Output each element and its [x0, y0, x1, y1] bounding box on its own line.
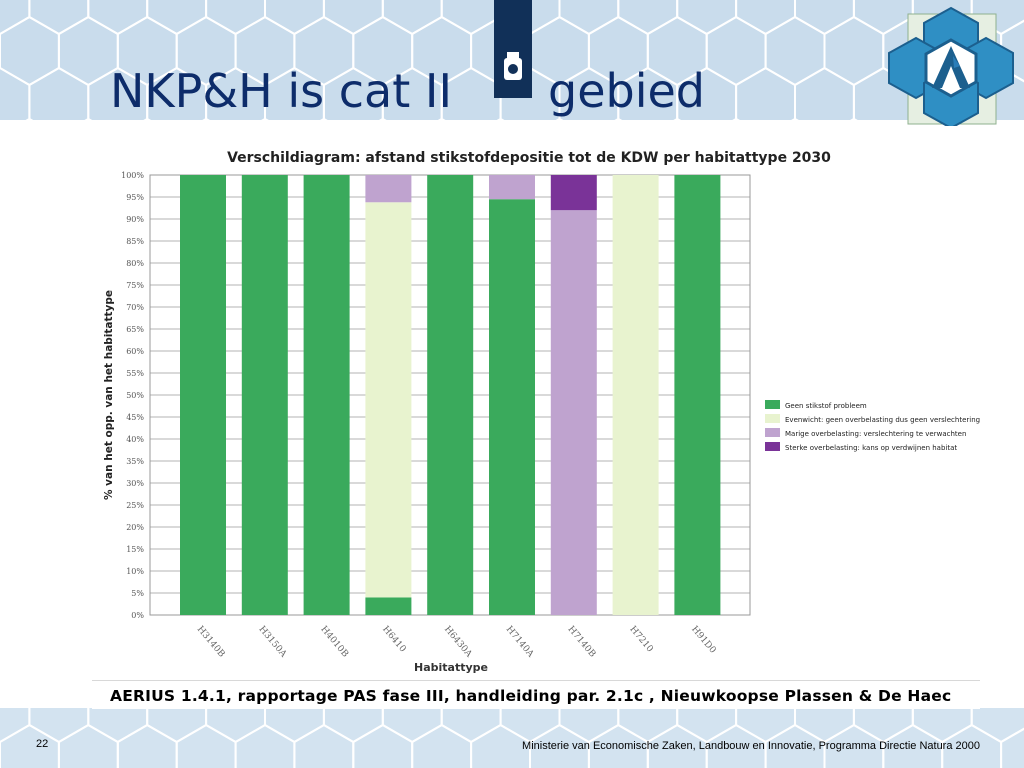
y-tick-label: 15% [126, 545, 144, 554]
slide-title-suffix: gebied [548, 64, 705, 118]
footer-band [0, 708, 1024, 768]
y-tick-label: 30% [126, 479, 144, 488]
page-number: 22 [36, 738, 49, 750]
bar-segment [550, 175, 597, 211]
x-tick-label: H7140B [566, 625, 598, 660]
bar-segment [241, 175, 288, 615]
source-caption: AERIUS 1.4.1, rapportage PAS fase III, h… [110, 687, 952, 705]
legend-swatch [765, 442, 780, 451]
y-tick-label: 95% [126, 193, 144, 202]
x-tick-label: H6430A [442, 625, 474, 660]
y-axis-label: % van het opp. van het habitattype [103, 290, 115, 500]
bar-segment [550, 210, 597, 615]
y-tick-label: 65% [126, 325, 144, 334]
chart-title: Verschildiagram: afstand stikstofdeposit… [227, 150, 831, 166]
legend-swatch [765, 428, 780, 437]
y-tick-label: 20% [126, 523, 144, 532]
legend-label: Marige overbelasting: verslechtering te … [785, 430, 966, 438]
legend-label: Geen stikstof probleem [785, 402, 867, 410]
x-tick-label: H4010B [318, 625, 350, 660]
x-tick-label: H6410 [380, 625, 408, 655]
bar-segment [612, 175, 659, 615]
stacked-bar-chart: Verschildiagram: afstand stikstofdeposit… [103, 150, 980, 674]
y-tick-label: 85% [126, 237, 144, 246]
bar-segment [489, 199, 535, 615]
government-logo [494, 0, 532, 98]
y-tick-label: 100% [121, 171, 144, 180]
bar-segment [180, 175, 226, 615]
y-tick-label: 50% [126, 391, 144, 400]
y-tick-label: 75% [126, 281, 144, 290]
x-axis-label: Habitattype [414, 661, 488, 674]
y-tick-label: 0% [131, 611, 144, 620]
legend-swatch [765, 414, 780, 423]
legend-swatch [765, 400, 780, 409]
bar-segment [303, 175, 350, 615]
bar-segment [674, 175, 721, 615]
y-tick-label: 10% [126, 567, 144, 576]
footer-text: Ministerie van Economische Zaken, Landbo… [522, 740, 980, 752]
y-tick-label: 25% [126, 501, 144, 510]
bar-segment [365, 597, 412, 615]
hexagon-pattern [0, 708, 1024, 768]
y-tick-label: 55% [126, 369, 144, 378]
bar-segment [489, 175, 535, 200]
x-tick-label: H7210 [627, 625, 655, 655]
slide-title-main: NKP&H is cat II [110, 64, 453, 118]
x-tick-label: H3150A [257, 625, 289, 660]
x-tick-label: H91D0 [689, 625, 718, 656]
aerius-logo-icon [888, 6, 1014, 126]
crest-icon [504, 52, 522, 80]
y-tick-label: 35% [126, 457, 144, 466]
y-tick-label: 45% [126, 413, 144, 422]
x-tick-label: H7140A [504, 625, 536, 660]
x-tick-label: H3140B [195, 625, 227, 660]
bar-segment [365, 202, 412, 598]
bar-segment [365, 175, 412, 203]
legend-label: Sterke overbelasting: kans op verdwijnen… [785, 444, 957, 452]
y-tick-label: 80% [126, 259, 144, 268]
y-tick-label: 5% [131, 589, 144, 598]
y-tick-label: 70% [126, 303, 144, 312]
y-tick-label: 60% [126, 347, 144, 356]
y-tick-label: 40% [126, 435, 144, 444]
legend-label: Evenwicht: geen overbelasting dus geen v… [785, 416, 980, 424]
bar-segment [427, 175, 474, 615]
source-caption-box: AERIUS 1.4.1, rapportage PAS fase III, h… [92, 680, 980, 709]
y-tick-label: 90% [126, 215, 144, 224]
